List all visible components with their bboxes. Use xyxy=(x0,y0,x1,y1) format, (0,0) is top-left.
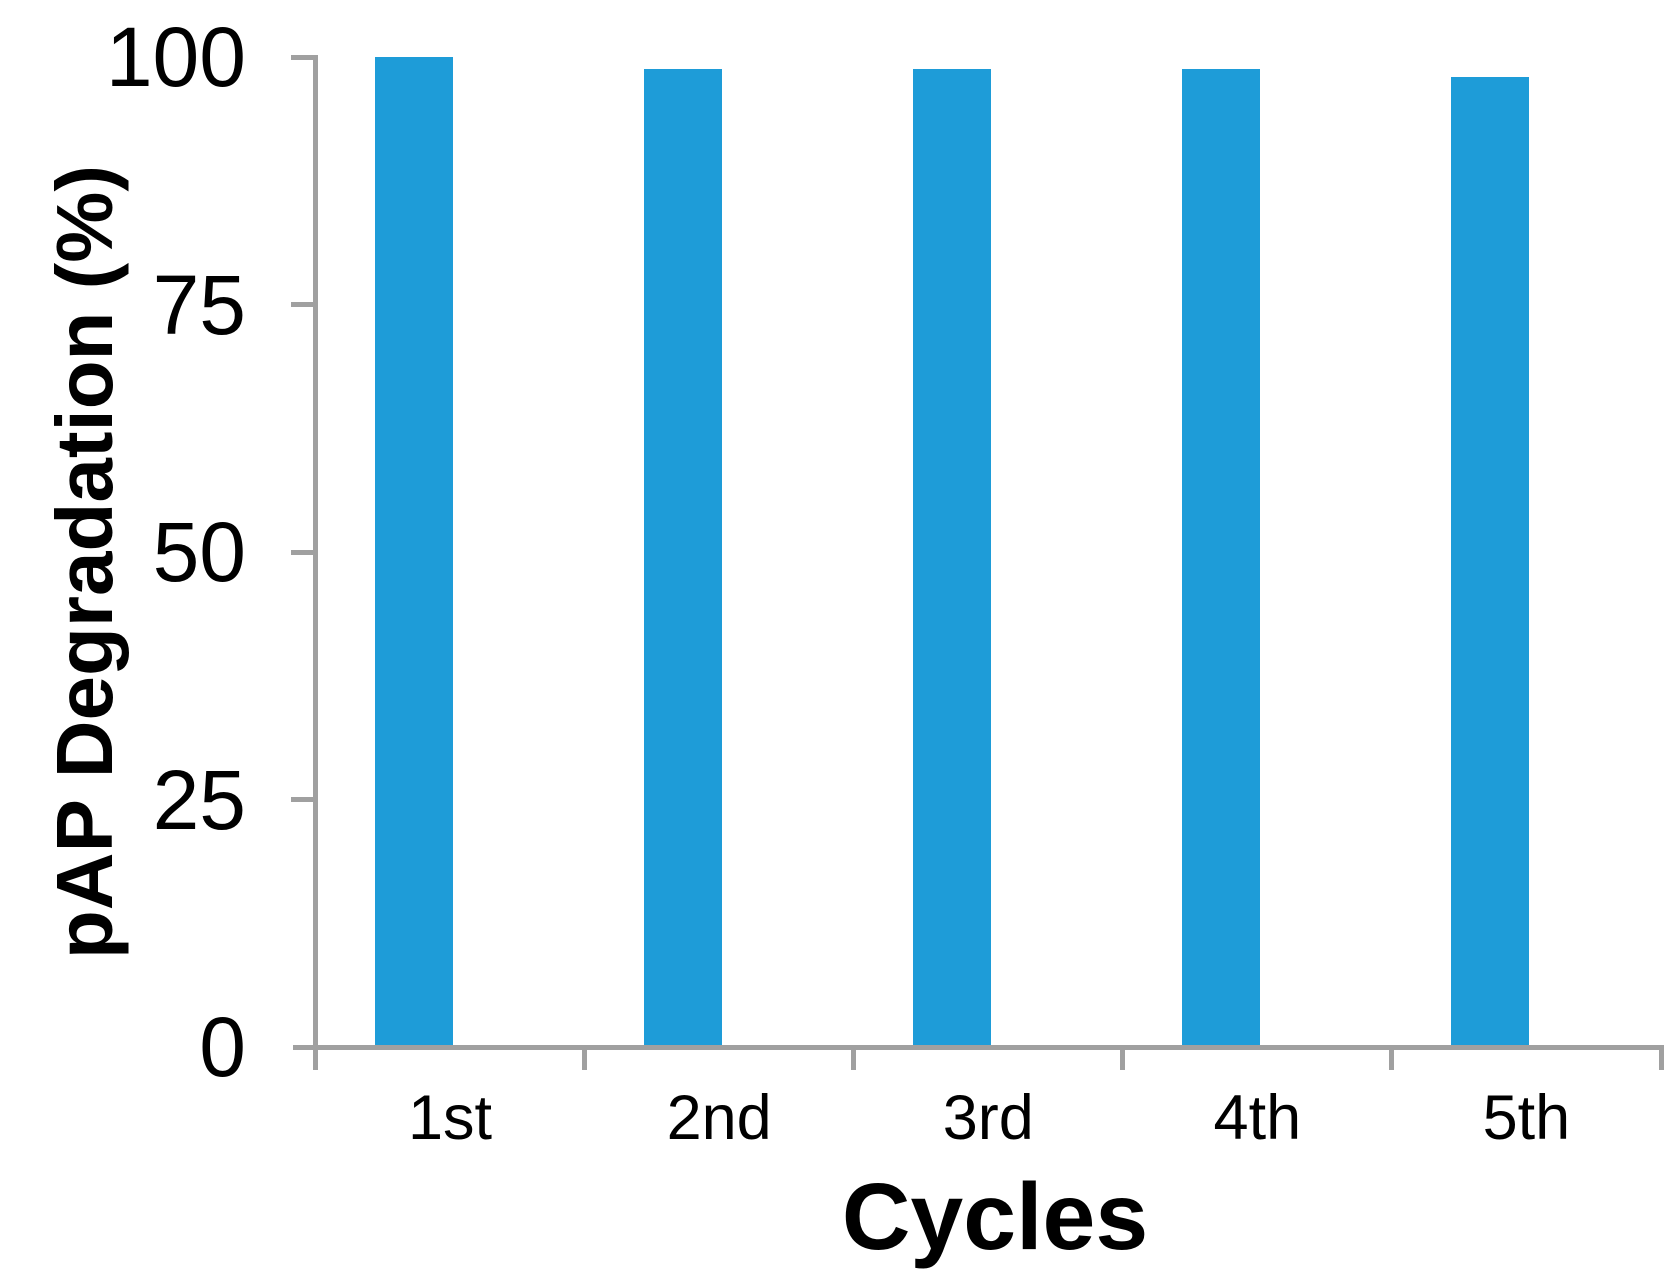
x-tick-2 xyxy=(851,1045,857,1070)
x-category-label-3rd: 3rd xyxy=(942,1083,1034,1153)
x-category-label-2nd: 2nd xyxy=(666,1083,772,1153)
y-tick-label-75: 75 xyxy=(152,257,246,352)
y-tick-label-100: 100 xyxy=(105,10,246,104)
x-tick-5 xyxy=(1658,1045,1664,1070)
y-tick-100 xyxy=(291,54,315,60)
y-tick-50 xyxy=(291,549,315,555)
bar-3rd xyxy=(912,68,991,1047)
bar-5th xyxy=(1450,76,1529,1047)
bar-2nd xyxy=(643,68,722,1047)
x-category-label-1st: 1st xyxy=(408,1083,493,1153)
x-tick-1 xyxy=(582,1045,588,1070)
y-axis-line xyxy=(313,55,318,1070)
y-tick-label-25: 25 xyxy=(152,752,246,847)
x-axis-line xyxy=(293,1045,1664,1050)
x-category-label-4th: 4th xyxy=(1213,1083,1302,1153)
y-tick-label-0: 0 xyxy=(199,1000,246,1094)
x-axis-title: Cycles xyxy=(841,1164,1149,1270)
x-tick-3 xyxy=(1120,1045,1126,1070)
x-tick-4 xyxy=(1389,1045,1395,1070)
bar-4th xyxy=(1181,68,1260,1047)
x-tick-0 xyxy=(313,1045,318,1070)
bar-1st xyxy=(374,57,453,1047)
y-tick-label-50: 50 xyxy=(152,505,246,599)
y-tick-25 xyxy=(291,797,315,802)
x-category-label-5th: 5th xyxy=(1482,1083,1571,1153)
y-axis-title: pAP Degradation (%) xyxy=(40,164,129,960)
y-tick-75 xyxy=(291,302,315,307)
